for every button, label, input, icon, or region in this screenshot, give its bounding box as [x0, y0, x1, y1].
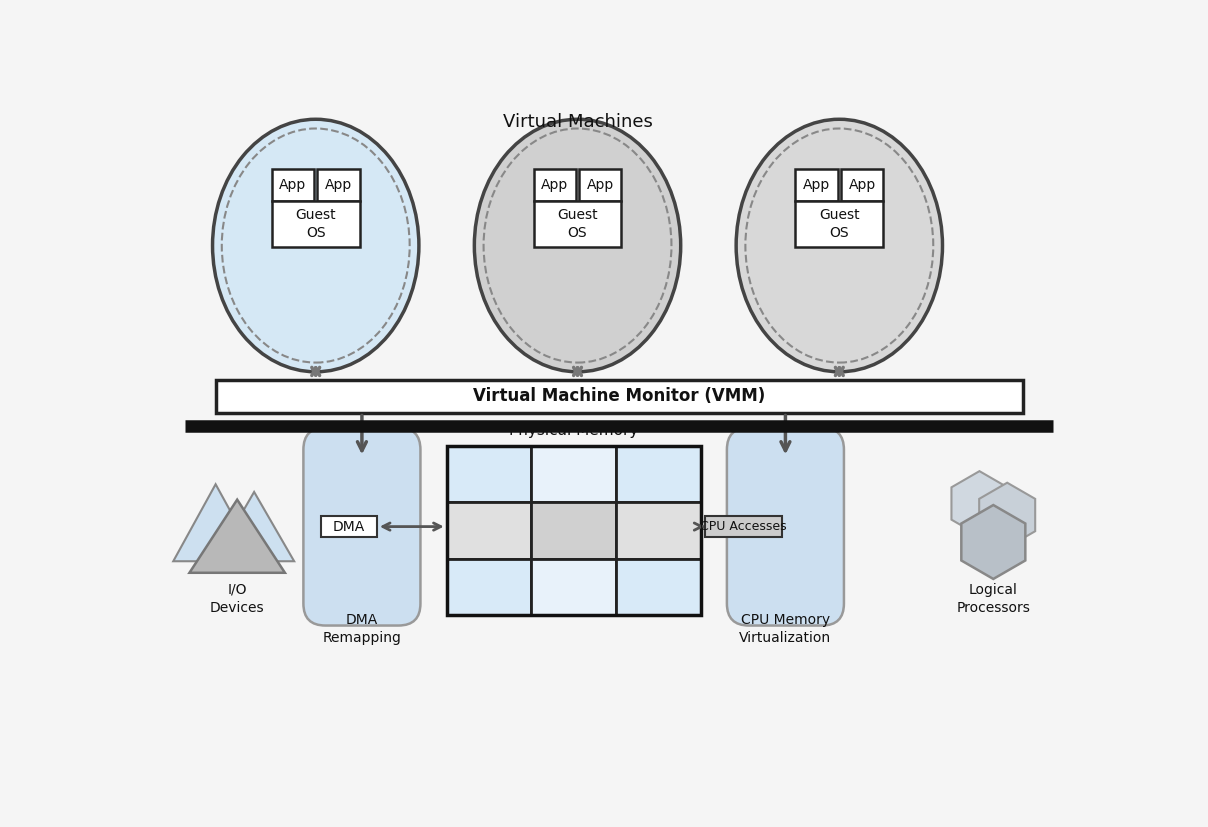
Polygon shape	[952, 471, 1007, 536]
Text: Guest
OS: Guest OS	[557, 208, 598, 240]
Polygon shape	[980, 483, 1035, 547]
Bar	[272, 201, 360, 247]
Polygon shape	[962, 505, 1026, 579]
Polygon shape	[173, 485, 259, 562]
FancyBboxPatch shape	[727, 428, 844, 625]
FancyBboxPatch shape	[303, 428, 420, 625]
Text: Virtual Machine Monitor (VMM): Virtual Machine Monitor (VMM)	[474, 388, 765, 405]
Bar	[532, 559, 616, 615]
Bar	[704, 516, 782, 538]
Text: Guest
OS: Guest OS	[296, 208, 336, 240]
Bar	[616, 502, 701, 559]
Text: I/O
Devices: I/O Devices	[210, 583, 265, 615]
Ellipse shape	[736, 119, 942, 372]
Text: CPU Accesses: CPU Accesses	[699, 520, 786, 533]
Ellipse shape	[222, 128, 410, 362]
Bar	[534, 201, 621, 247]
Text: Physical Memory: Physical Memory	[509, 423, 638, 438]
Text: App: App	[848, 178, 876, 192]
Text: DMA
Remapping: DMA Remapping	[323, 613, 401, 645]
Bar	[579, 169, 621, 201]
Bar	[447, 502, 532, 559]
Text: App: App	[279, 178, 307, 192]
Bar	[447, 446, 701, 615]
Bar	[534, 169, 576, 201]
Polygon shape	[190, 500, 285, 573]
Text: Guest
OS: Guest OS	[819, 208, 860, 240]
Bar	[532, 502, 616, 559]
Text: DMA: DMA	[333, 519, 365, 533]
Ellipse shape	[213, 119, 419, 372]
Bar	[272, 169, 314, 201]
Text: CPU Memory
Virtualization: CPU Memory Virtualization	[739, 613, 831, 645]
Bar	[447, 446, 532, 502]
Bar	[532, 446, 616, 502]
Bar	[447, 559, 532, 615]
Text: App: App	[541, 178, 569, 192]
Ellipse shape	[745, 128, 934, 362]
Bar	[321, 516, 377, 538]
Text: App: App	[325, 178, 352, 192]
Bar	[215, 380, 1023, 413]
Text: App: App	[587, 178, 614, 192]
Text: Logical
Processors: Logical Processors	[957, 583, 1030, 615]
Text: App: App	[803, 178, 830, 192]
Bar	[841, 169, 883, 201]
Bar	[318, 169, 360, 201]
Text: Virtual Machines: Virtual Machines	[503, 113, 652, 131]
Bar	[616, 446, 701, 502]
Ellipse shape	[483, 128, 672, 362]
Bar	[795, 201, 883, 247]
Bar	[616, 559, 701, 615]
Polygon shape	[214, 492, 295, 562]
Ellipse shape	[475, 119, 680, 372]
Bar	[795, 169, 838, 201]
